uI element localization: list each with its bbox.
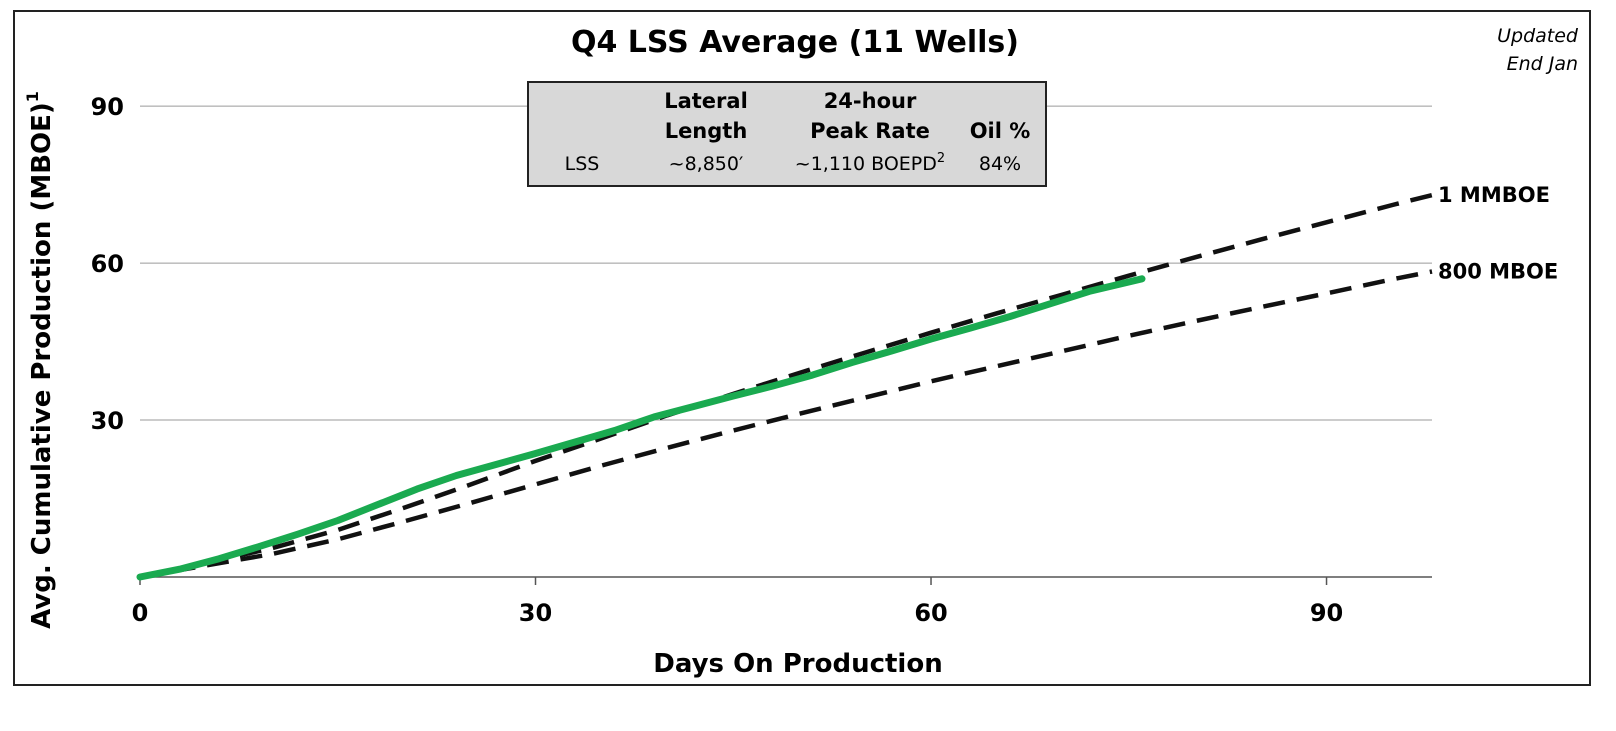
y-axis-label-text: Avg. Cumulative Production (MBOE) <box>27 102 57 629</box>
x-tick-label-60: 60 <box>914 599 947 627</box>
table-row-name: LSS <box>565 153 600 175</box>
y-axis-label: Avg. Cumulative Production (MBOE)1 <box>23 91 57 629</box>
y-tick-label-90: 90 <box>91 93 124 121</box>
table-header-lateral: Lateral <box>664 89 748 113</box>
table-row-peak-rate: ~1,110 BOEPD2 <box>795 151 945 175</box>
series-line-800-mboe <box>139 269 1433 580</box>
table-header-peak-rate: Peak Rate <box>810 119 930 143</box>
updated-note-line2: End Jan <box>1507 53 1578 75</box>
table-row-peak-rate-superscript: 2 <box>937 151 945 166</box>
table-row-oil-pct: 84% <box>979 153 1021 175</box>
x-tick-label-30: 30 <box>519 599 552 627</box>
x-tick-label-0: 0 <box>132 599 149 627</box>
table-header-24hour: 24-hour <box>824 89 917 113</box>
table-header-length: Length <box>665 119 748 143</box>
table-row-peak-rate-text: ~1,110 BOEPD <box>795 153 937 175</box>
series-line-1-mmboe <box>139 192 1433 580</box>
series-line-series-2 <box>136 275 1146 581</box>
stats-table-box <box>527 81 1047 187</box>
x-tick-label-90: 90 <box>1310 599 1343 627</box>
y-axis-label-superscript: 1 <box>23 91 42 102</box>
series-labels: 1 MMBOE 800 MBOE <box>1438 183 1558 283</box>
y-tick-label-30: 30 <box>91 407 124 435</box>
table-row-lateral-length: ~8,850′ <box>669 153 744 175</box>
chart-title: Q4 LSS Average (11 Wells) <box>571 25 1019 60</box>
stats-table: Lateral 24-hour Length Peak Rate Oil % L… <box>527 81 1047 187</box>
updated-note-line1: Updated <box>1497 25 1579 47</box>
x-axis-label: Days On Production <box>653 649 942 679</box>
series-label-1-mmboe: 1 MMBOE <box>1438 183 1550 207</box>
chart-frame <box>13 10 1591 686</box>
axes: 30 60 90 0 30 60 90 <box>91 93 1432 627</box>
table-header-oil-pct: Oil % <box>970 119 1031 143</box>
series-label-800-mboe: 800 MBOE <box>1438 259 1558 283</box>
series-lines <box>136 192 1433 581</box>
y-tick-label-60: 60 <box>91 250 124 278</box>
